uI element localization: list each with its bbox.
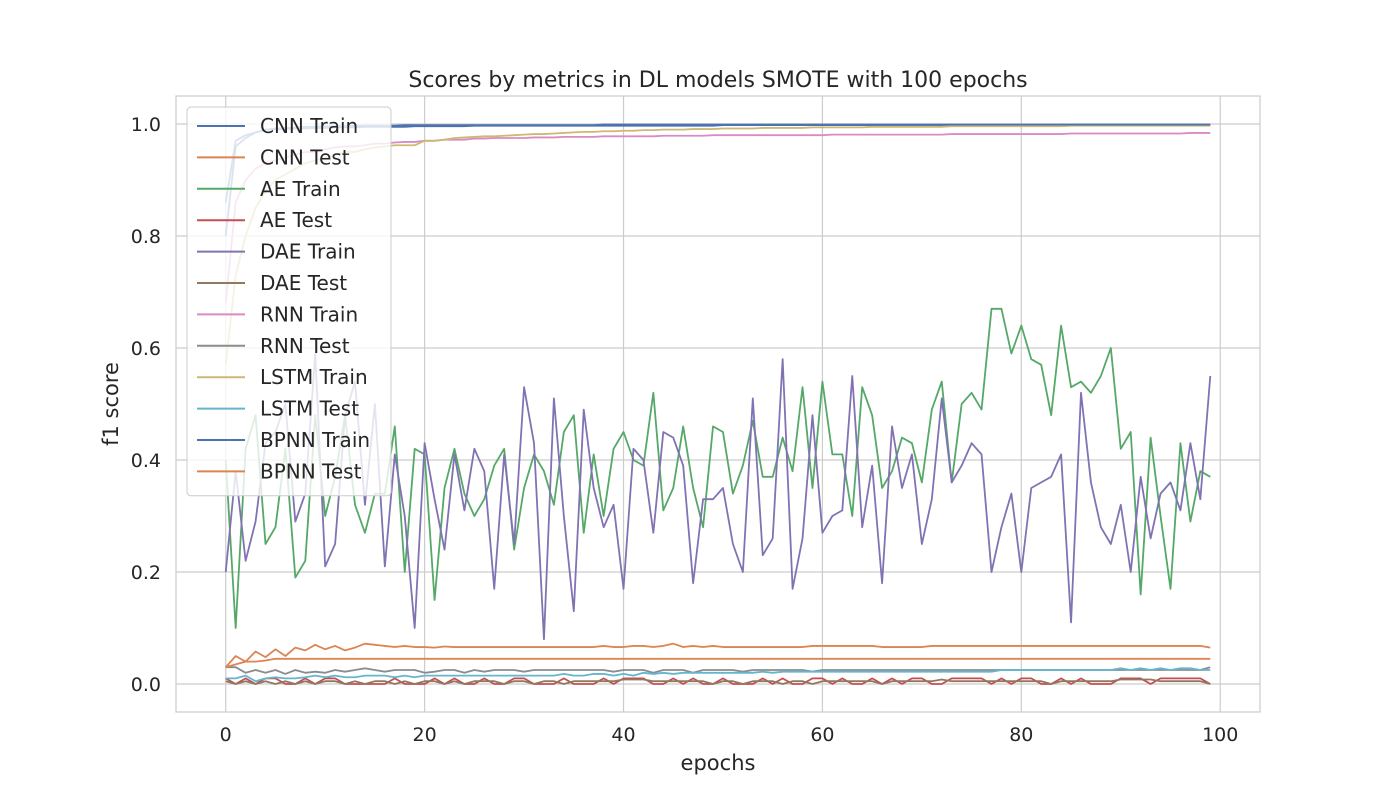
x-tick-label: 100 [1202,724,1238,746]
legend-entry: DAE Test [260,271,347,295]
y-axis-label: f1 score [99,362,123,446]
y-tick-label: 0.6 [131,338,161,360]
legend-entry: LSTM Train [260,365,368,389]
y-tick-label: 1.0 [131,114,161,136]
legend-entry: DAE Train [260,240,356,264]
series-line-dae-test [225,678,1211,685]
series-line-bpnn-test [225,657,1211,669]
legend-entry: BPNN Train [260,428,370,452]
series-line-dae-train [224,352,1212,641]
legend-entry: LSTM Test [260,397,359,421]
legend-entry: AE Test [260,208,332,232]
series-line-lstm-test [225,667,1211,683]
legend-entry: CNN Test [260,145,350,169]
y-tick-label: 0.0 [131,674,161,696]
x-tick-label: 20 [413,724,437,746]
x-tick-label: 80 [1009,724,1033,746]
series-line-ae-test [225,677,1211,685]
legend: CNN Train CNN Test AE Train AE Test DAE Trai… [186,106,392,497]
legend-entry: CNN Train [260,114,358,138]
legend-entry: BPNN Test [260,459,362,483]
plot-frame [175,95,1261,713]
x-axis-label: epochs [681,751,756,775]
y-tick-labels: 0.0 0.2 0.4 0.6 0.8 1.0 [131,114,161,696]
legend-box [186,106,392,497]
y-tick-label: 0.2 [131,562,161,584]
x-tick-label: 0 [220,724,232,746]
x-tick-label: 40 [611,724,635,746]
x-tick-label: 60 [810,724,834,746]
legend-entry: RNN Test [260,334,350,358]
y-tick-label: 0.8 [131,226,161,248]
legend-entry: AE Train [260,177,341,201]
x-tick-labels: 0 20 40 60 80 100 [220,724,1239,746]
series-line-cnn-test [225,642,1211,668]
chart-title: Scores by metrics in DL models SMOTE wit… [408,68,1027,93]
y-tick-label: 0.4 [131,450,161,472]
legend-entry: RNN Train [260,302,358,326]
